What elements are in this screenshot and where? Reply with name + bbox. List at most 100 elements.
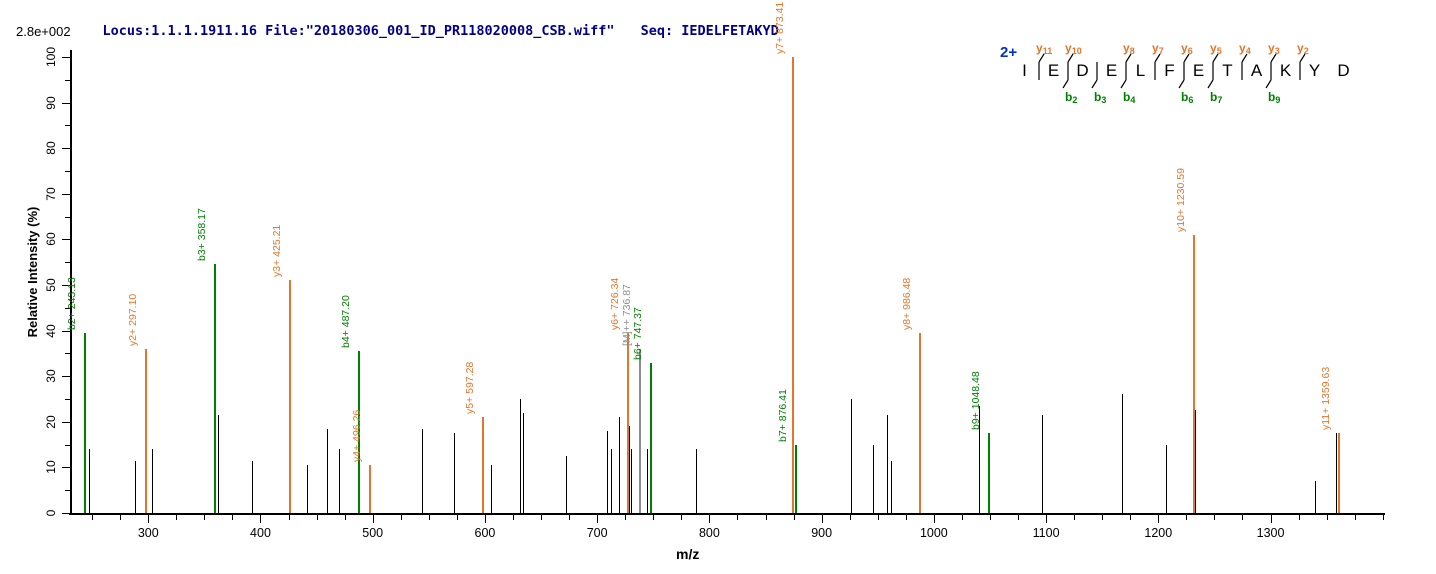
x-major-tick: [1270, 515, 1272, 523]
y-tick-label: 100: [44, 46, 58, 68]
fragment-peak-label: y10+ 1230.59: [1174, 167, 1187, 232]
x-tick-label: 300: [137, 526, 159, 540]
x-minor-tick: [400, 515, 402, 520]
sequence-label: Seq: IEDELFETAKYD: [640, 23, 779, 39]
b-ion-label: b9: [1268, 90, 1281, 105]
x-minor-tick: [905, 515, 907, 520]
x-minor-tick: [176, 515, 178, 520]
x-minor-tick: [961, 515, 963, 520]
x-minor-tick: [569, 515, 571, 520]
x-minor-tick: [877, 515, 879, 520]
x-minor-tick: [793, 515, 795, 520]
peak: [1041, 414, 1043, 513]
x-axis-line: [69, 513, 1385, 515]
residue-letter: F: [1164, 61, 1175, 80]
y-ion-label: y2: [1297, 41, 1309, 56]
x-axis-title: m/z: [676, 546, 700, 562]
x-minor-tick: [1018, 515, 1020, 520]
peak: [610, 449, 612, 513]
y-minor-tick: [65, 353, 70, 355]
peak: [217, 414, 219, 513]
residue-letter: I: [1022, 61, 1027, 80]
peak: [453, 433, 455, 513]
fragment-peak: [213, 264, 216, 513]
x-major-tick: [933, 515, 935, 523]
y-tick-label: 10: [44, 460, 58, 475]
base-peak-intensity: 2.8e+002: [16, 24, 71, 39]
fragment-peak-label: y2+ 297.10: [127, 293, 139, 346]
x-minor-tick: [1298, 515, 1300, 520]
y-ion-label: y7: [1152, 41, 1164, 56]
y-ion-label: y3: [1268, 41, 1280, 56]
residue-letter: D: [1076, 61, 1089, 80]
x-minor-tick: [1102, 515, 1104, 520]
fragment-peak-label: y5+ 597.28: [463, 361, 476, 415]
precursor-charge-label: 2+: [1000, 44, 1018, 61]
x-tick-label: 500: [362, 526, 384, 540]
x-minor-tick: [653, 515, 655, 520]
fragment-peak-label: b7+ 876.41: [777, 388, 790, 442]
x-major-tick: [1046, 515, 1048, 523]
y-tick-label: 80: [44, 141, 58, 155]
b-ion-label: b2: [1065, 90, 1078, 105]
fragment-peak: [1192, 234, 1195, 513]
cleavage-marker: y11: [1033, 41, 1052, 82]
residue-letter: E: [1047, 61, 1060, 80]
x-minor-tick: [1186, 515, 1188, 520]
peak: [1335, 433, 1337, 513]
b-ion-label: b3: [1094, 90, 1107, 105]
y-major-tick: [62, 148, 70, 150]
peak: [873, 444, 875, 513]
peak: [134, 460, 136, 513]
x-minor-tick: [849, 515, 851, 520]
y-minor-tick: [65, 399, 70, 400]
fragment-peak: [288, 280, 291, 513]
fragment-peak-label: b6+ 747.37: [632, 306, 645, 360]
peak: [1315, 481, 1317, 513]
x-minor-tick: [737, 515, 739, 520]
residue-letter: E: [1192, 61, 1205, 80]
y-major-tick: [62, 102, 70, 104]
x-minor-tick: [344, 515, 346, 520]
cleavage-marker: y7: [1149, 41, 1164, 82]
fragment-peak: [650, 362, 653, 513]
x-tick-label: 1300: [1256, 526, 1285, 540]
peak: [327, 428, 329, 513]
y-axis-line: [70, 50, 72, 515]
y-minor-tick: [65, 79, 70, 81]
peak: [891, 460, 893, 513]
peak: [647, 449, 649, 513]
y-tick-label: 0: [44, 509, 58, 517]
x-minor-tick: [232, 515, 234, 520]
fragment-peak-label: b4+ 487.20: [340, 295, 353, 349]
y-major-tick: [62, 285, 70, 286]
x-tick-label: 800: [698, 526, 720, 540]
x-minor-tick: [625, 515, 627, 520]
peak: [422, 428, 424, 513]
x-major-tick: [260, 515, 262, 523]
fragment-peak: [795, 444, 798, 513]
header-line: Locus:1.1.1.1911.16 File:"20180306_001_I…: [70, 7, 779, 55]
x-minor-tick: [456, 515, 458, 520]
x-minor-tick: [1074, 515, 1076, 520]
x-minor-tick: [1130, 515, 1132, 520]
cleavage-marker: y6 b6: [1178, 41, 1193, 105]
fragment-peak-label: b2+ 243.13: [66, 277, 79, 330]
x-minor-tick: [1242, 515, 1244, 520]
fragment-peak: [638, 348, 641, 513]
y-major-tick: [62, 330, 70, 332]
x-tick-label: 900: [811, 526, 833, 540]
y-tick-label: 20: [44, 415, 58, 429]
y-ion-label: y6: [1181, 41, 1193, 56]
y-minor-tick: [65, 490, 70, 492]
residue-letter: L: [1135, 61, 1146, 80]
y-ion-label: y5: [1210, 41, 1222, 56]
y-minor-tick: [65, 307, 70, 309]
y-tick-label: 30: [44, 369, 58, 383]
x-minor-tick: [1214, 515, 1216, 520]
y-major-tick: [62, 513, 70, 514]
y-ion-label: y11: [1036, 41, 1053, 56]
y-major-tick: [62, 421, 70, 423]
b-ion-label: b7: [1210, 90, 1223, 105]
